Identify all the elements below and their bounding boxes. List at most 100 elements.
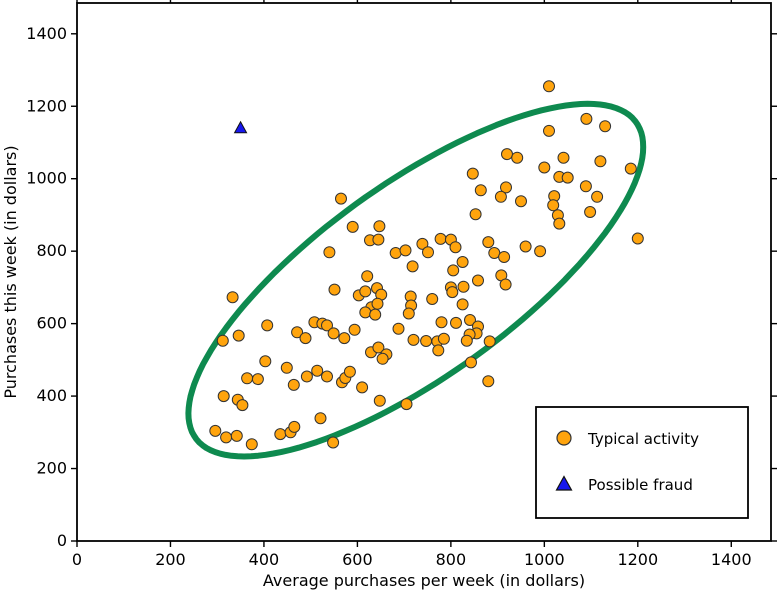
scatter-point-typical xyxy=(287,378,300,391)
scatter-point-typical xyxy=(553,217,566,230)
scatter-point-typical xyxy=(220,431,233,444)
scatter-point-typical xyxy=(376,352,389,365)
scatter-point-typical xyxy=(373,220,386,233)
x-tick-label: 600 xyxy=(342,550,373,569)
scatter-point-typical xyxy=(371,297,384,310)
y-tick-label: 1400 xyxy=(26,24,67,43)
scatter-point-typical xyxy=(323,246,336,259)
plot-border xyxy=(76,2,772,542)
scatter-point-typical xyxy=(500,181,512,194)
scatter-point-typical xyxy=(236,399,249,412)
scatter-point-typical xyxy=(359,285,372,298)
scatter-point-typical xyxy=(594,155,607,168)
scatter-point-typical xyxy=(241,372,254,385)
scatter-point-typical xyxy=(402,307,415,320)
scatter-point-typical xyxy=(515,195,527,208)
scatter-point-typical xyxy=(392,322,405,335)
scatter-point-typical xyxy=(232,329,245,342)
scatter-point-typical xyxy=(538,161,551,174)
legend: Typical activity Possible fraud xyxy=(535,406,749,519)
scatter-point-typical xyxy=(494,190,507,203)
scatter-point-typical xyxy=(259,355,272,368)
x-tick-label: 800 xyxy=(436,550,467,569)
cluster-ellipse xyxy=(185,100,647,460)
scatter-point-typical xyxy=(482,375,495,388)
scatter-point-typical xyxy=(519,240,532,253)
scatter-point-typical xyxy=(456,298,469,311)
scatter-point-typical xyxy=(407,333,420,346)
scatter-point-typical xyxy=(446,286,459,299)
scatter-point-typical xyxy=(230,429,243,442)
scatter-point-typical xyxy=(498,251,511,263)
scatter-point-typical xyxy=(328,283,341,296)
scatter-point-typical xyxy=(321,319,333,332)
scatter-point-typical xyxy=(389,247,402,259)
scatter-point-typical xyxy=(456,256,469,268)
scatter-point-typical xyxy=(420,335,433,347)
scatter-point-typical xyxy=(348,323,361,336)
scatter-point-typical xyxy=(373,394,386,407)
scatter-point-typical xyxy=(416,237,429,250)
plot-area xyxy=(185,80,647,460)
scatter-point-typical xyxy=(437,332,450,345)
scatter-point-typical xyxy=(482,236,495,249)
y-tick-label: 400 xyxy=(36,386,67,405)
scatter-point-typical xyxy=(599,120,612,133)
scatter-point-typical xyxy=(400,398,413,411)
scatter-point-typical xyxy=(624,162,637,175)
scatter-point-typical xyxy=(291,326,304,339)
legend-marker-fraud-triangle xyxy=(555,475,573,491)
scatter-point-typical xyxy=(406,260,419,273)
scatter-point-typical xyxy=(245,438,258,451)
legend-marker-typical-circle xyxy=(556,430,572,446)
scatter-point-typical xyxy=(434,232,447,245)
legend-box xyxy=(535,406,749,519)
scatter-point-typical xyxy=(543,80,555,93)
scatter-point-typical xyxy=(547,199,560,212)
y-tick-label: 600 xyxy=(36,314,67,333)
scatter-point-fraud xyxy=(233,120,248,134)
scatter-point-typical xyxy=(216,334,229,347)
scatter-point-typical xyxy=(561,171,574,184)
scatter-point-typical xyxy=(474,184,487,197)
scatter-point-typical xyxy=(584,206,597,218)
scatter-point-typical xyxy=(460,334,473,347)
scatter-point-typical xyxy=(499,278,512,291)
scatter-point-typical xyxy=(457,280,470,293)
y-tick-label: 800 xyxy=(36,241,67,260)
scatter-point-typical xyxy=(321,370,333,383)
scatter-point-typical xyxy=(251,373,264,386)
x-tick-label: 0 xyxy=(72,550,82,569)
scatter-point-typical xyxy=(432,344,445,357)
x-tick-label: 1200 xyxy=(617,550,658,569)
axis-tick-labels: 0 200 400 600 800 1000 1200 1400 0 200 400 600 800 10… xyxy=(26,24,751,569)
legend-label-typical: Typical activity xyxy=(587,430,699,448)
scatter-point-typical xyxy=(327,436,340,449)
scatter-point-typical xyxy=(372,341,385,354)
legend-label-fraud: Possible fraud xyxy=(588,476,693,494)
scatter-point-typical xyxy=(359,306,372,319)
scatter-point-typical xyxy=(483,335,496,348)
scatter-point-typical xyxy=(300,370,313,383)
x-tick-label: 1400 xyxy=(711,550,752,569)
scatter-point-typical xyxy=(372,233,385,246)
scatter-point-typical xyxy=(465,356,477,369)
scatter-point-typical xyxy=(261,319,274,332)
scatter-point-typical xyxy=(435,316,448,329)
x-axis-label: Average purchases per week (in dollars) xyxy=(263,571,585,590)
scatter-point-typical xyxy=(327,327,340,340)
axis-ticks xyxy=(71,0,777,547)
scatter-point-typical xyxy=(631,232,644,245)
scatter-point-typical xyxy=(557,151,570,164)
scatter-point-typical xyxy=(449,241,462,254)
y-tick-label: 1000 xyxy=(26,169,67,188)
scatter-point-typical xyxy=(299,332,312,345)
scatter-point-typical xyxy=(338,332,351,345)
x-tick-label: 1000 xyxy=(524,550,565,569)
scatter-point-typical xyxy=(464,314,476,326)
scatter-point-typical xyxy=(511,151,524,164)
y-tick-label: 1200 xyxy=(26,96,67,115)
scatter-point-typical xyxy=(447,264,460,277)
scatter-point-typical xyxy=(217,390,230,403)
